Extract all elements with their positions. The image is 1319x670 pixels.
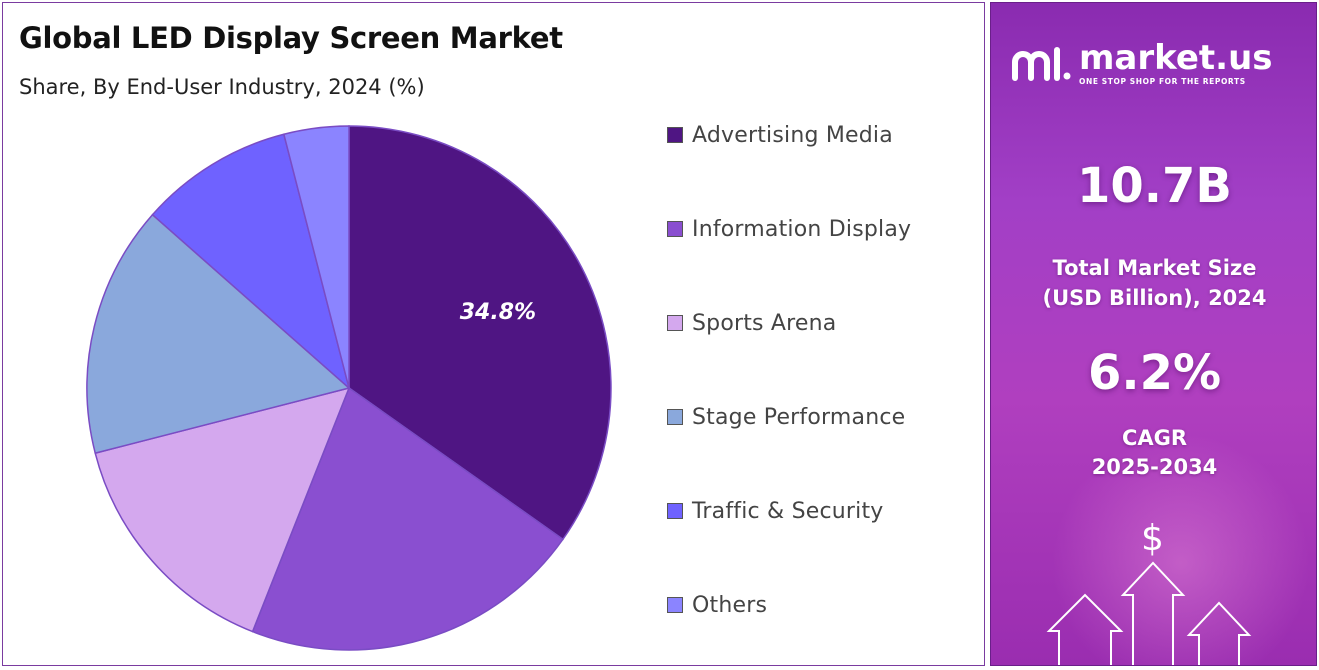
brand-logo[interactable]: market.us ONE STOP SHOP FOR THE REPORTS bbox=[1011, 41, 1273, 86]
legend-item[interactable]: Information Display bbox=[667, 209, 911, 249]
legend-label: Stage Performance bbox=[692, 404, 906, 430]
legend-label: Others bbox=[692, 592, 768, 618]
legend-label: Traffic & Security bbox=[692, 498, 884, 524]
logo-name: market.us bbox=[1079, 38, 1273, 78]
cagr-value: 6.2% bbox=[1087, 345, 1222, 401]
pie-slice-stage-performance[interactable] bbox=[86, 213, 351, 455]
market-size-value: 10.7B bbox=[1076, 158, 1232, 214]
legend-swatch bbox=[667, 315, 683, 331]
chart-panel: Global LED Display Screen Market Share, … bbox=[2, 2, 985, 666]
market-us-logo-icon bbox=[1012, 46, 1071, 81]
legend-swatch bbox=[667, 127, 683, 143]
legend-swatch bbox=[667, 503, 683, 519]
legend-label: Advertising Media bbox=[692, 122, 893, 148]
cagr-label-line1: CAGR bbox=[1121, 426, 1188, 450]
legend-item[interactable]: Sports Arena bbox=[667, 303, 837, 343]
legend-item[interactable]: Advertising Media bbox=[667, 115, 893, 155]
summary-panel: market.us ONE STOP SHOP FOR THE REPORTS … bbox=[990, 2, 1317, 666]
data-label: 34.8% bbox=[460, 300, 536, 325]
pie-slice-information-display[interactable] bbox=[251, 386, 564, 651]
market-size-label-line1: Total Market Size bbox=[1052, 256, 1257, 280]
market-size-label-line2: (USD Billion), 2024 bbox=[1042, 286, 1267, 310]
pie-slice-others[interactable] bbox=[282, 125, 350, 389]
background-glow bbox=[1051, 433, 1311, 665]
dollar-icon: $ bbox=[1141, 518, 1164, 559]
legend-item[interactable]: Stage Performance bbox=[667, 397, 905, 437]
legend-swatch bbox=[667, 409, 683, 425]
legend-label: Sports Arena bbox=[692, 310, 837, 336]
pie-chart: 34.8% bbox=[86, 125, 612, 651]
chart-title: Global LED Display Screen Market bbox=[19, 21, 563, 55]
legend-item[interactable]: Traffic & Security bbox=[667, 491, 884, 531]
pie-slice-advertising-media[interactable] bbox=[348, 125, 612, 541]
pie-slice-sports-arena[interactable] bbox=[94, 386, 351, 633]
logo-tagline: ONE STOP SHOP FOR THE REPORTS bbox=[1079, 77, 1246, 86]
cagr-label-line2: 2025-2034 bbox=[1091, 455, 1218, 479]
chart-subtitle: Share, By End-User Industry, 2024 (%) bbox=[19, 75, 425, 99]
legend-swatch bbox=[667, 221, 683, 237]
legend-item[interactable]: Others bbox=[667, 585, 767, 625]
legend-swatch bbox=[667, 597, 683, 613]
legend-label: Information Display bbox=[692, 216, 912, 242]
growth-arrows-icon bbox=[1046, 561, 1252, 665]
